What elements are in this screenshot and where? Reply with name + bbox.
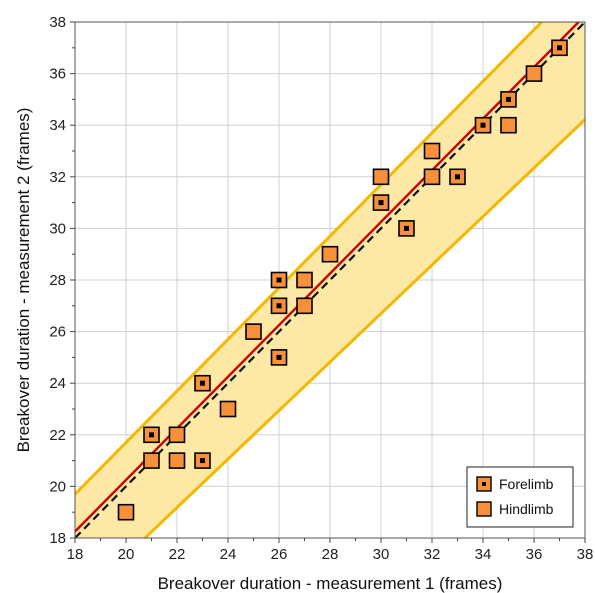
- y-tick-label-9: 36: [49, 66, 66, 83]
- hindlimb-point-7: [296, 297, 313, 315]
- band-lower-line: [142, 118, 585, 538]
- legend-forelimb-label: Forelimb: [499, 476, 554, 492]
- x-tick-label-6: 30: [373, 546, 390, 563]
- y-tick-label-2: 22: [49, 427, 66, 444]
- band-area: [75, 22, 585, 538]
- forelimb-point-dot-4: [276, 303, 282, 309]
- hindlimb-point-8: [321, 245, 339, 263]
- y-tick-label-8: 34: [49, 117, 66, 134]
- x-tick-label-8: 34: [475, 546, 492, 563]
- x-tick-label-9: 36: [526, 546, 543, 563]
- x-tick-label-10: 38: [577, 546, 594, 563]
- x-tick-label-1: 20: [118, 546, 135, 563]
- forelimb-point-dot-7: [404, 225, 409, 231]
- hindlimb-point-5: [245, 323, 262, 340]
- y-tick-label-6: 30: [49, 220, 66, 237]
- x-axis-title: Breakover duration - measurement 1 (fram…: [158, 574, 503, 593]
- y-axis-title: Breakover duration - measurement 2 (fram…: [14, 108, 33, 453]
- hindlimb-point-6: [296, 271, 313, 289]
- y-tick-label-4: 26: [49, 324, 66, 341]
- hindlimb-point-13: [525, 65, 543, 82]
- x-tick-label-5: 28: [322, 546, 339, 563]
- forelimb-point-dot-8: [455, 174, 460, 180]
- hindlimb-point-12: [500, 116, 517, 134]
- data-points: [117, 39, 568, 521]
- regression-line: [75, 22, 581, 533]
- forelimb-point-dot-11: [557, 45, 562, 51]
- legend-forelimb-center-dot: [482, 482, 486, 486]
- y-tick-label-0: 18: [49, 530, 66, 547]
- x-tick-label-3: 24: [220, 546, 237, 563]
- axis-ticks: 18 20 22 24 26 28 30 32 34 36 38 18 20 22 24 26 28 30 32 34…: [49, 14, 593, 563]
- forelimb-point-dot-2: [200, 458, 205, 464]
- forelimb-point-dot-9: [480, 122, 486, 128]
- forelimb-point-dot-3: [276, 277, 282, 283]
- x-tick-label-2: 22: [169, 546, 186, 563]
- x-tick-label-7: 32: [424, 546, 441, 563]
- y-tick-label-3: 24: [49, 375, 66, 392]
- forelimb-point-dot-5: [276, 354, 282, 360]
- legend-hindlimb-marker: [476, 501, 492, 517]
- legend: Forelimb Hindlimb: [466, 466, 574, 528]
- identity-line: [75, 22, 585, 538]
- hindlimb-point-0: [117, 503, 135, 521]
- hindlimb-point-11: [423, 168, 441, 186]
- forelimb-point-dot-10: [506, 96, 511, 102]
- y-tick-label-1: 20: [49, 478, 66, 495]
- hindlimb-point-1: [143, 452, 160, 469]
- forelimb-point-dot-6: [378, 200, 384, 206]
- x-tick-label-0: 18: [67, 546, 84, 563]
- legend-hindlimb-label: Hindlimb: [499, 501, 554, 517]
- hindlimb-point-9: [372, 168, 390, 186]
- y-tick-label-7: 32: [49, 169, 66, 186]
- hindlimb-point-10: [423, 142, 441, 160]
- hindlimb-point-3: [168, 452, 186, 469]
- y-tick-label-10: 38: [49, 14, 66, 31]
- forelimb-point-dot-0: [149, 432, 154, 438]
- band-upper-line: [75, 22, 544, 496]
- x-tick-label-4: 26: [271, 546, 288, 563]
- hindlimb-point-4: [219, 400, 237, 418]
- y-tick-label-5: 28: [49, 272, 66, 289]
- confidence-band: [75, 22, 585, 538]
- forelimb-point-dot-1: [200, 380, 205, 386]
- hindlimb-point-2: [168, 426, 186, 444]
- fit-lines: [75, 22, 585, 538]
